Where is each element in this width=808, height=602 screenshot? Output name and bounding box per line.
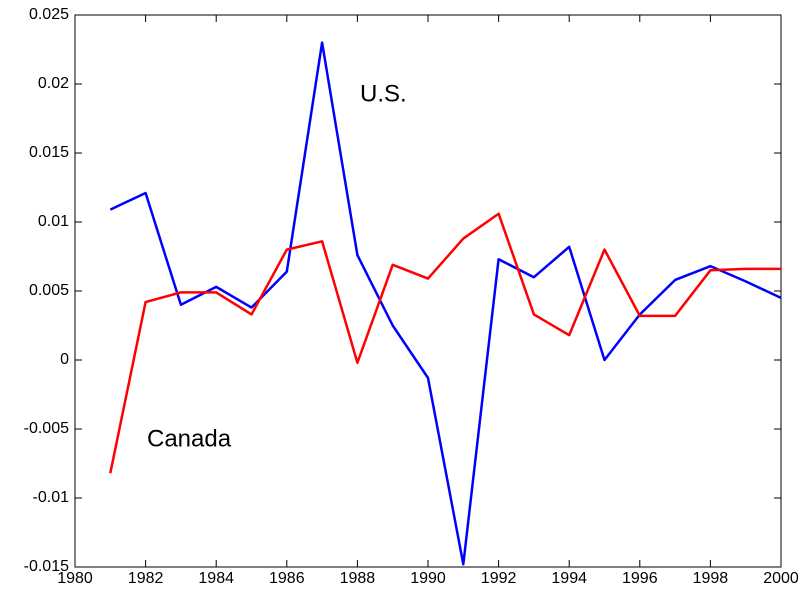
x-tick-label: 1984 xyxy=(198,570,234,587)
x-tick-label: 1982 xyxy=(128,570,164,587)
x-tick-label: 1990 xyxy=(410,570,446,587)
y-tick-label: -0.005 xyxy=(24,420,69,437)
x-tick-label: 1992 xyxy=(481,570,517,587)
y-tick-label: 0.005 xyxy=(29,282,69,299)
x-tick-label: 2000 xyxy=(763,570,799,587)
x-tick-label: 1980 xyxy=(57,570,93,587)
x-tick-label: 1996 xyxy=(622,570,658,587)
plot-frame xyxy=(74,14,782,568)
y-tick-label: 0.015 xyxy=(29,144,69,161)
series-label: Canada xyxy=(147,425,232,452)
series-line xyxy=(109,212,781,474)
y-tick-label: -0.015 xyxy=(24,558,69,575)
x-tick-label: 1994 xyxy=(551,570,587,587)
series-line xyxy=(109,41,782,566)
y-tick-label: 0.02 xyxy=(38,75,69,92)
y-tick-label: 0.01 xyxy=(38,213,69,230)
x-tick-label: 1998 xyxy=(693,570,729,587)
x-tick-label: 1988 xyxy=(340,570,376,587)
series-label: U.S. xyxy=(360,80,407,107)
y-tick-label: -0.01 xyxy=(33,489,70,506)
x-tick-label: 1986 xyxy=(269,570,305,587)
y-tick-label: 0.025 xyxy=(29,6,69,23)
y-tick-label: 0 xyxy=(60,351,69,368)
